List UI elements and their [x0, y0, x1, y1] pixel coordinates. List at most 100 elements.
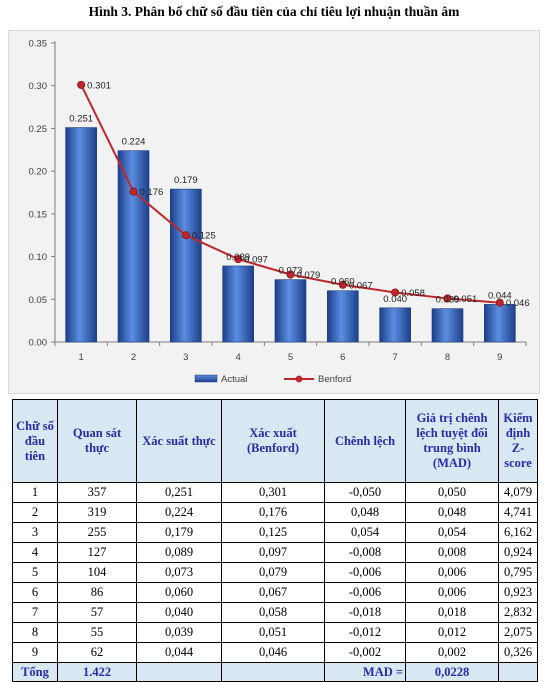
bar [222, 265, 254, 343]
line-data-label: 0.125 [192, 231, 216, 242]
line-data-label: 0.046 [506, 298, 530, 309]
bar [327, 290, 359, 343]
y-tick-label: 0.00 [29, 338, 48, 349]
benford-table: Chữ số đầu tiên Quan sát thực Xác suất t… [12, 399, 538, 682]
y-tick-label: 0.15 [29, 209, 48, 220]
benford-point [129, 187, 138, 196]
table-cell: 0,125 [221, 522, 325, 543]
table-cell: -0,012 [324, 622, 406, 643]
table-cell: 0,326 [498, 642, 538, 663]
table-row: 8 55 0,039 0,051 -0,012 0,012 2,075 [12, 622, 538, 643]
header-first-digit: Chữ số đầu tiên [12, 399, 58, 483]
x-tick-label: 8 [445, 352, 450, 363]
line-data-label: 0.301 [87, 80, 111, 91]
table-cell: 0,067 [221, 582, 325, 603]
x-tick-label: 2 [131, 352, 136, 363]
table-cell: 0,058 [221, 602, 325, 623]
legend-marker-benford [295, 375, 303, 383]
benford-point [181, 231, 190, 240]
table-cell: 0,795 [498, 562, 538, 583]
table-cell: 6,162 [498, 522, 538, 543]
header-observed: Quan sát thực [57, 399, 137, 483]
table-cell: 57 [57, 602, 137, 623]
table-cell: -0,002 [324, 642, 406, 663]
benford-point [495, 298, 504, 307]
bar [117, 150, 150, 343]
bar [170, 188, 202, 343]
table-cell: 0,048 [324, 502, 406, 523]
table-cell: 6 [12, 582, 58, 603]
bar-data-label: 0.089 [226, 252, 250, 263]
table-cell: -0,050 [324, 482, 406, 503]
table-cell: 357 [57, 482, 137, 503]
table-cell: 5 [12, 562, 58, 583]
x-tick-label: 1 [79, 352, 84, 363]
y-tick-label: 0.35 [29, 39, 48, 50]
bar [274, 279, 307, 343]
table-cell: 0,097 [221, 542, 325, 563]
table-cell: 4,741 [498, 502, 538, 523]
table-cell: 2 [12, 502, 58, 523]
table-cell: 0,054 [405, 522, 499, 543]
table-cell: 0,923 [498, 582, 538, 603]
y-tick-label: 0.05 [29, 295, 48, 306]
header-benford-prob: Xác xuất (Benford) [221, 399, 325, 483]
table-cell: 0,054 [324, 522, 406, 543]
line-data-label: 0.079 [297, 270, 321, 281]
table-cell: 55 [57, 622, 137, 643]
benford-chart: 0.00 0.05 0.10 0.15 0.20 0.25 0.30 0.35 1 2 3 4 5 6 7 8… [29, 39, 530, 386]
table-total-row: Tổng 1.422 MAD = 0,0228 [12, 662, 538, 682]
table-cell: 4 [12, 542, 58, 563]
x-tick-label: 6 [340, 352, 345, 363]
table-cell: 3 [12, 522, 58, 543]
table-row: 7 57 0,040 0,058 -0,018 0,018 2,832 [12, 602, 538, 623]
bar-data-label: 0.251 [69, 114, 93, 125]
table-row: 6 86 0,060 0,067 -0,006 0,006 0,923 [12, 582, 538, 603]
legend-label-actual: Actual [221, 374, 247, 385]
table-cell: 255 [57, 522, 137, 543]
x-tick-label: 9 [497, 352, 502, 363]
legend-label-benford: Benford [318, 374, 351, 385]
table-cell: 0,251 [136, 482, 222, 503]
bar-data-label: 0.039 [436, 295, 460, 306]
total-label: Tổng [12, 662, 58, 682]
table-cell: 0,073 [136, 562, 222, 583]
line-data-label: 0.051 [454, 294, 478, 305]
table-row: 2 319 0,224 0,176 0,048 0,048 4,741 [12, 502, 538, 523]
table-cell: 9 [12, 642, 58, 663]
line-data-label: 0.176 [140, 187, 164, 198]
total-empty-cell [221, 662, 325, 682]
table-cell: 7 [12, 602, 58, 623]
table-cell: 0,039 [136, 622, 222, 643]
y-tick-label: 0.20 [29, 167, 48, 178]
table-cell: 104 [57, 562, 137, 583]
legend-swatch-actual [194, 374, 218, 383]
bar-data-label: 0.040 [383, 294, 407, 305]
bar-data-label: 0.060 [331, 277, 355, 288]
table-header-row: Chữ số đầu tiên Quan sát thực Xác suất t… [12, 399, 538, 483]
table-cell: 0,012 [405, 622, 499, 643]
line-data-label: 0.067 [349, 280, 373, 291]
table-cell: 0,008 [405, 542, 499, 563]
table-cell: 319 [57, 502, 137, 523]
bar-data-label: 0.224 [122, 137, 146, 148]
table-cell: 0,301 [221, 482, 325, 503]
table-cell: 1 [12, 482, 58, 503]
table-cell: 0,048 [405, 502, 499, 523]
bar [65, 127, 97, 343]
table-row: 3 255 0,179 0,125 0,054 0,054 6,162 [12, 522, 538, 543]
table-cell: 0,051 [221, 622, 325, 643]
y-tick-label: 0.10 [29, 252, 48, 263]
bar [431, 308, 464, 343]
mad-value: 0,0228 [405, 662, 499, 682]
table-cell: -0,006 [324, 562, 406, 583]
line-data-label: 0.058 [401, 288, 425, 299]
bar-data-label: 0.073 [279, 266, 303, 277]
table-cell: 0,018 [405, 602, 499, 623]
table-cell: 0,060 [136, 582, 222, 603]
x-tick-label: 7 [393, 352, 398, 363]
table-cell: 2,075 [498, 622, 538, 643]
y-tick-label: 0.25 [29, 124, 48, 135]
table-cell: 0,050 [405, 482, 499, 503]
benford-point [338, 280, 347, 289]
